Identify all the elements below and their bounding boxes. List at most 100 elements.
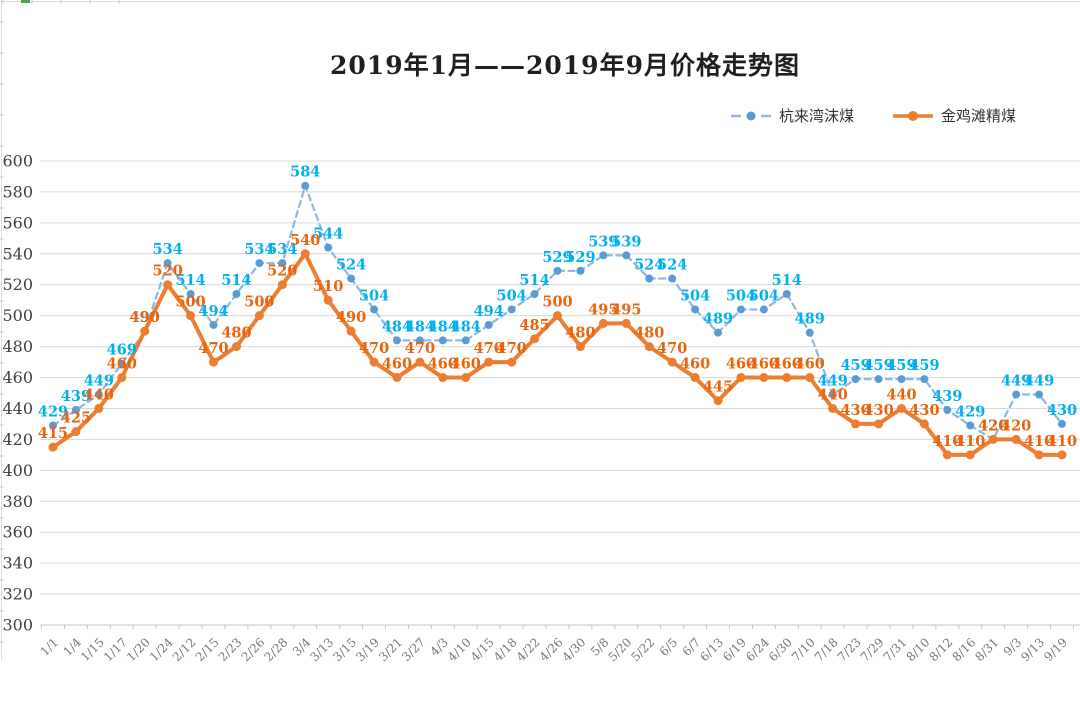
data-point[interactable] <box>805 373 815 383</box>
data-point[interactable] <box>920 375 929 384</box>
data-point[interactable] <box>186 290 195 299</box>
data-point[interactable] <box>1034 450 1044 460</box>
data-point[interactable] <box>622 251 631 260</box>
data-point[interactable] <box>94 390 103 399</box>
data-point[interactable] <box>782 373 792 383</box>
data-point[interactable] <box>49 421 57 430</box>
data-point[interactable] <box>1058 419 1066 428</box>
data-point[interactable] <box>1012 390 1021 399</box>
data-point[interactable] <box>484 320 493 329</box>
data-point[interactable] <box>346 326 356 336</box>
data-point[interactable] <box>392 336 401 345</box>
data-point[interactable] <box>828 403 838 413</box>
data-point[interactable] <box>919 419 929 429</box>
data-point[interactable] <box>209 320 218 329</box>
data-point[interactable] <box>415 357 425 367</box>
data-point[interactable] <box>140 326 150 336</box>
data-point[interactable] <box>484 357 494 367</box>
data-point[interactable] <box>851 419 861 429</box>
legend[interactable]: 杭来湾沫煤 金鸡滩精煤 <box>730 105 1016 126</box>
data-point[interactable] <box>988 434 998 444</box>
data-point[interactable] <box>668 274 677 283</box>
data-point[interactable] <box>645 274 654 283</box>
data-point[interactable] <box>690 373 700 383</box>
data-point[interactable] <box>530 334 540 344</box>
data-point[interactable] <box>438 373 448 383</box>
data-point[interactable] <box>369 357 379 367</box>
data-point[interactable] <box>301 181 310 190</box>
data-point[interactable] <box>965 450 975 460</box>
data-point[interactable] <box>575 342 585 352</box>
data-point[interactable] <box>117 359 126 368</box>
data-point[interactable] <box>255 259 264 268</box>
data-point[interactable] <box>714 328 723 337</box>
data-point[interactable] <box>347 274 356 283</box>
data-point[interactable] <box>598 318 608 328</box>
data-point[interactable] <box>209 357 219 367</box>
data-point[interactable] <box>507 357 517 367</box>
data-point[interactable] <box>943 406 952 415</box>
data-point[interactable] <box>461 336 470 345</box>
data-point[interactable] <box>300 249 310 259</box>
data-label: 470 <box>359 340 389 357</box>
data-point[interactable] <box>163 259 172 268</box>
data-point[interactable] <box>553 311 562 321</box>
data-point[interactable] <box>874 375 883 384</box>
data-point[interactable] <box>71 406 80 415</box>
data-point[interactable] <box>621 318 631 328</box>
x-tick-label: 7/18 <box>812 635 841 664</box>
data-point[interactable] <box>370 305 379 314</box>
data-point[interactable] <box>254 311 264 321</box>
x-tick-label: 9/13 <box>1018 635 1047 664</box>
data-point[interactable] <box>232 290 241 299</box>
data-point[interactable] <box>599 251 608 260</box>
data-point[interactable] <box>530 290 539 299</box>
data-label: 410 <box>932 433 962 450</box>
data-point[interactable] <box>896 403 906 413</box>
legend-item-1[interactable]: 金鸡滩精煤 <box>892 105 1016 126</box>
data-point[interactable] <box>897 375 906 384</box>
data-label: 490 <box>130 309 160 326</box>
data-point[interactable] <box>782 290 791 299</box>
data-point[interactable] <box>438 336 447 345</box>
data-point[interactable] <box>736 373 746 383</box>
data-label: 449 <box>1024 373 1054 390</box>
legend-item-0[interactable]: 杭来湾沫煤 <box>730 105 854 126</box>
data-point[interactable] <box>163 280 173 290</box>
data-point[interactable] <box>186 311 196 321</box>
data-point[interactable] <box>553 266 562 275</box>
data-point[interactable] <box>1035 390 1044 399</box>
data-point[interactable] <box>644 342 654 352</box>
data-point[interactable] <box>415 336 424 345</box>
data-point[interactable] <box>277 280 287 290</box>
data-point[interactable] <box>278 259 287 268</box>
data-point[interactable] <box>736 305 745 314</box>
data-point[interactable] <box>691 305 700 314</box>
data-point[interactable] <box>828 390 837 399</box>
data-point[interactable] <box>713 396 723 406</box>
data-point[interactable] <box>323 295 333 305</box>
data-point[interactable] <box>805 328 814 337</box>
data-label: 514 <box>175 272 205 289</box>
data-point[interactable] <box>1011 434 1021 444</box>
data-point[interactable] <box>507 305 516 314</box>
data-label: 415 <box>38 425 68 442</box>
data-point[interactable] <box>94 403 104 413</box>
data-point[interactable] <box>324 243 333 252</box>
data-point[interactable] <box>48 442 58 452</box>
data-point[interactable] <box>759 305 768 314</box>
data-point[interactable] <box>117 373 127 383</box>
data-point[interactable] <box>392 373 402 383</box>
data-point[interactable] <box>759 373 769 383</box>
data-point[interactable] <box>461 373 471 383</box>
data-point[interactable] <box>1057 450 1067 460</box>
data-point[interactable] <box>966 421 975 430</box>
data-point[interactable] <box>851 375 860 384</box>
data-point[interactable] <box>576 266 585 275</box>
data-point[interactable] <box>71 427 81 437</box>
data-point[interactable] <box>874 419 884 429</box>
data-point[interactable] <box>942 450 952 460</box>
data-point[interactable] <box>667 357 677 367</box>
data-point[interactable] <box>231 342 241 352</box>
